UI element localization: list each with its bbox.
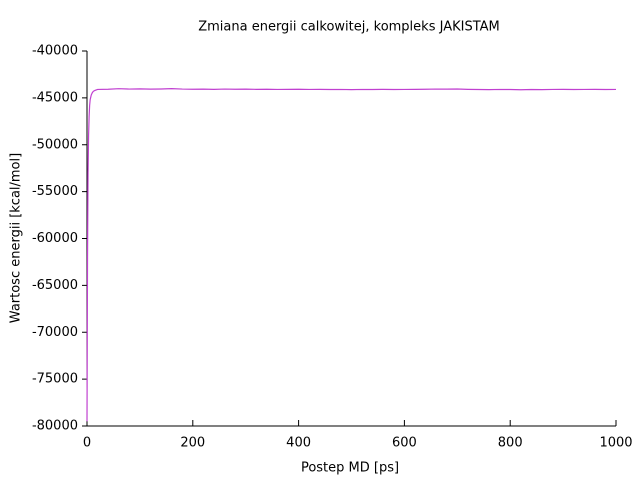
y-tick-label: -50000 [32,137,78,152]
y-tick-label: -70000 [32,325,78,340]
chart-title: Zmiana energii calkowitej, kompleks JAKI… [198,20,500,35]
x-tick-label: 800 [498,436,523,451]
y-tick-label: -65000 [32,278,78,293]
y-tick-label: -55000 [32,184,78,199]
x-tick-label: 1000 [599,436,632,451]
x-tick-label: 400 [286,436,311,451]
y-tick-label: -80000 [32,419,78,434]
x-tick-label: 200 [180,436,205,451]
y-tick-label: -75000 [32,372,78,387]
y-axis-label: Wartosc energii [kcal/mol] [9,153,24,323]
y-tick-label: -45000 [32,90,78,105]
y-tick-label: -40000 [32,44,78,59]
y-tick-label: -60000 [32,231,78,246]
data-line [86,87,617,422]
x-tick-label: 0 [83,436,91,451]
x-axis-label: Postep MD [ps] [301,461,399,476]
x-tick-label: 600 [392,436,417,451]
